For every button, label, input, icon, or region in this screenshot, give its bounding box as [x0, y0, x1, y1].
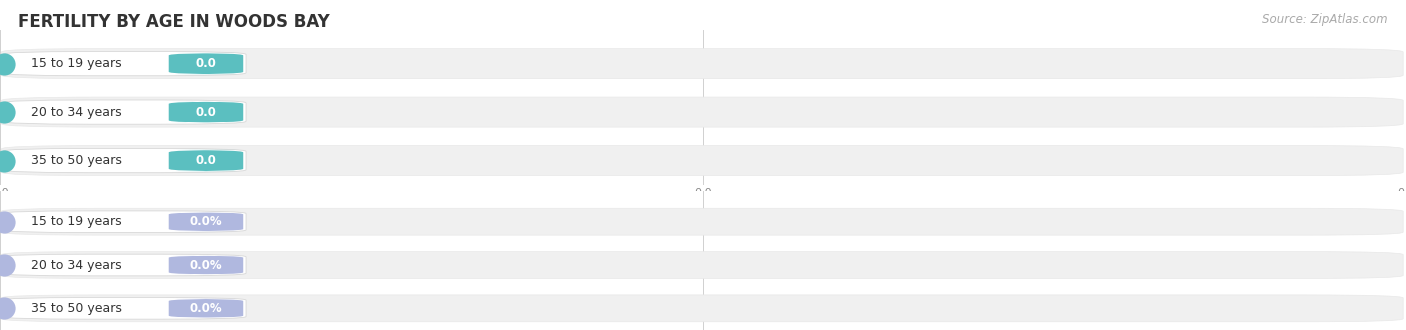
FancyBboxPatch shape	[1, 97, 1403, 127]
Text: 0.0%: 0.0%	[190, 215, 222, 228]
Text: 15 to 19 years: 15 to 19 years	[31, 57, 121, 70]
Text: Source: ZipAtlas.com: Source: ZipAtlas.com	[1263, 13, 1388, 26]
FancyBboxPatch shape	[3, 298, 246, 319]
FancyBboxPatch shape	[169, 101, 243, 123]
FancyBboxPatch shape	[1, 251, 1403, 279]
FancyBboxPatch shape	[3, 211, 246, 233]
Text: FERTILITY BY AGE IN WOODS BAY: FERTILITY BY AGE IN WOODS BAY	[18, 13, 330, 31]
FancyBboxPatch shape	[1, 295, 1403, 322]
Text: 20 to 34 years: 20 to 34 years	[31, 106, 121, 118]
FancyBboxPatch shape	[169, 255, 243, 275]
Text: 35 to 50 years: 35 to 50 years	[31, 154, 122, 167]
FancyBboxPatch shape	[1, 146, 1403, 176]
FancyBboxPatch shape	[3, 51, 246, 76]
Text: 0.0: 0.0	[195, 154, 217, 167]
Text: 0.0%: 0.0%	[190, 302, 222, 315]
Text: 20 to 34 years: 20 to 34 years	[31, 258, 121, 272]
FancyBboxPatch shape	[169, 212, 243, 231]
Text: 0.0%: 0.0%	[190, 258, 222, 272]
Text: 0.0: 0.0	[195, 57, 217, 70]
FancyBboxPatch shape	[3, 100, 246, 124]
Text: 0.0: 0.0	[195, 106, 217, 118]
FancyBboxPatch shape	[169, 299, 243, 318]
FancyBboxPatch shape	[3, 254, 246, 276]
Text: 35 to 50 years: 35 to 50 years	[31, 302, 122, 315]
FancyBboxPatch shape	[1, 208, 1403, 235]
FancyBboxPatch shape	[169, 150, 243, 171]
FancyBboxPatch shape	[169, 53, 243, 74]
Text: 15 to 19 years: 15 to 19 years	[31, 215, 121, 228]
FancyBboxPatch shape	[1, 49, 1403, 79]
FancyBboxPatch shape	[3, 148, 246, 173]
